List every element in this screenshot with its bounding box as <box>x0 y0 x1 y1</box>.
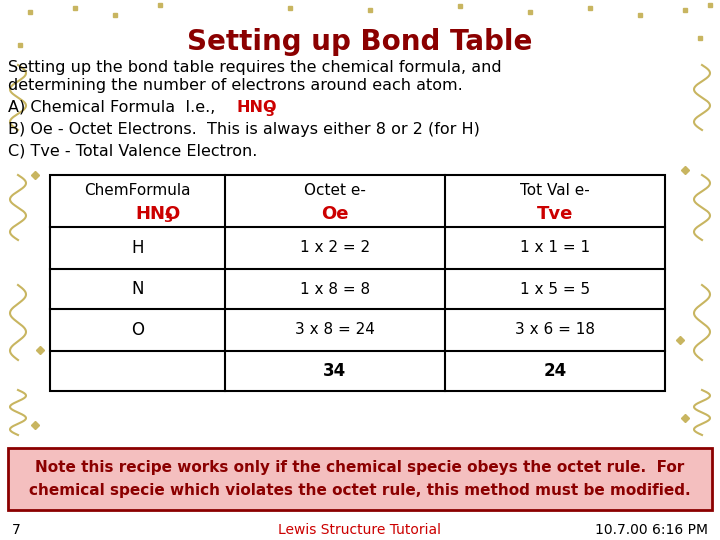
Text: 3 x 6 = 18: 3 x 6 = 18 <box>515 322 595 338</box>
Text: 1 x 8 = 8: 1 x 8 = 8 <box>300 281 370 296</box>
Text: N: N <box>131 280 144 298</box>
Text: Tot Val e-: Tot Val e- <box>520 183 590 198</box>
Bar <box>50 175 665 391</box>
Text: O: O <box>131 321 144 339</box>
Text: 34: 34 <box>323 362 346 380</box>
Text: H: H <box>131 239 144 257</box>
Text: 1 x 1 = 1: 1 x 1 = 1 <box>520 240 590 255</box>
Text: Note this recipe works only if the chemical specie obeys the octet rule.  For
ch: Note this recipe works only if the chemi… <box>30 460 690 498</box>
Text: C) Tve - Total Valence Electron.: C) Tve - Total Valence Electron. <box>8 144 257 159</box>
Text: 1 x 2 = 2: 1 x 2 = 2 <box>300 240 370 255</box>
Text: Setting up the bond table requires the chemical formula, and: Setting up the bond table requires the c… <box>8 60 502 75</box>
Text: A) Chemical Formula  I.e.,: A) Chemical Formula I.e., <box>8 100 220 115</box>
Text: Tve: Tve <box>537 205 573 223</box>
Text: 3: 3 <box>265 106 274 119</box>
Text: 24: 24 <box>544 362 567 380</box>
Text: B) Oe - Octet Electrons.  This is always either 8 or 2 (for H): B) Oe - Octet Electrons. This is always … <box>8 122 480 137</box>
Text: Octet e-: Octet e- <box>304 183 366 198</box>
Text: 3 x 8 = 24: 3 x 8 = 24 <box>295 322 375 338</box>
Text: ChemFormula: ChemFormula <box>84 183 191 198</box>
Bar <box>50 175 665 391</box>
Text: 3: 3 <box>163 212 173 225</box>
Text: HNO: HNO <box>135 205 181 223</box>
Text: Lewis Structure Tutorial: Lewis Structure Tutorial <box>279 523 441 537</box>
Text: determining the number of electrons around each atom.: determining the number of electrons arou… <box>8 78 463 93</box>
Text: 10.7.00 6:16 PM: 10.7.00 6:16 PM <box>595 523 708 537</box>
Text: 1 x 5 = 5: 1 x 5 = 5 <box>520 281 590 296</box>
Bar <box>8 448 712 510</box>
Text: Setting up Bond Table: Setting up Bond Table <box>187 28 533 56</box>
Text: 7: 7 <box>12 523 21 537</box>
Text: Oe: Oe <box>321 205 348 223</box>
Text: HNO: HNO <box>237 100 277 115</box>
